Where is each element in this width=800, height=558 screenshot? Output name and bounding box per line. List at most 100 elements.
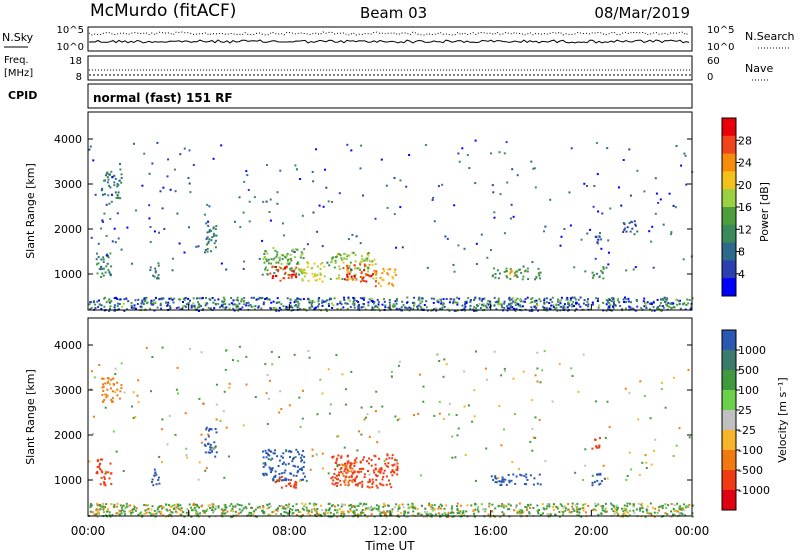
ground-scatter-pixel [672,507,675,510]
ground-scatter-pixel [660,309,663,312]
ground-scatter-pixel [611,297,614,300]
ground-scatter-pixel [190,306,193,309]
ground-scatter-pixel [453,298,456,301]
ground-scatter-pixel [213,510,216,513]
ground-scatter-pixel [219,306,221,309]
ground-scatter-pixel [171,515,173,518]
ground-scatter-pixel [123,513,126,516]
data-pixel [526,270,529,273]
ground-scatter-pixel [685,505,688,508]
ground-scatter-pixel [442,303,445,306]
data-pixel [337,474,340,477]
ground-scatter-pixel [117,302,119,305]
ground-scatter-pixel [666,513,669,516]
data-pixel [392,277,395,280]
ground-scatter-pixel [691,297,694,300]
scatter-pixel [104,470,107,473]
ground-scatter-pixel [411,506,414,509]
data-pixel [295,266,298,269]
data-pixel [347,481,350,484]
ground-scatter-pixel [313,307,316,310]
ground-scatter-pixel [612,297,615,300]
data-pixel [306,261,309,264]
scatter-pixel [108,202,111,205]
ground-scatter-pixel [596,300,599,302]
scatter-pixel [529,440,532,443]
ground-scatter-pixel [601,505,604,508]
ground-scatter-pixel [496,303,499,306]
data-pixel [342,475,345,477]
scatter-pixel [660,381,663,384]
scatter-pixel [503,232,506,235]
scatter-pixel [457,152,460,155]
data-pixel [594,438,596,441]
scatter-pixel [675,444,678,447]
ground-scatter-pixel [309,513,311,516]
scatter-pixel [630,468,633,471]
ground-scatter-pixel [563,305,566,308]
data-pixel [106,388,109,391]
data-pixel [350,479,353,482]
data-pixel [288,262,291,265]
data-pixel [355,457,358,460]
data-pixel [602,277,605,280]
scatter-pixel [638,473,641,476]
ground-scatter-pixel [401,503,404,506]
ground-scatter-pixel [313,507,316,510]
data-pixel [500,480,503,483]
ground-scatter-pixel [180,509,183,512]
ground-scatter-pixel [533,300,536,303]
data-pixel [370,275,372,278]
ground-scatter-pixel [150,301,153,304]
data-pixel [539,483,542,486]
ground-scatter-pixel [546,503,549,506]
ground-scatter-pixel [217,298,220,301]
ground-scatter-pixel [262,505,265,508]
ground-scatter-pixel [611,504,614,507]
ground-scatter-pixel [607,307,610,310]
scatter-pixel [161,346,164,349]
data-pixel [346,462,349,465]
ground-scatter-pixel [412,510,415,513]
ground-scatter-pixel [573,305,575,307]
ground-scatter-pixel [277,507,280,510]
scatter-pixel [680,164,683,167]
data-pixel [208,230,211,233]
data-pixel [278,480,281,482]
ground-scatter-pixel [286,512,289,515]
data-pixel [525,473,528,476]
ground-scatter-pixel [517,303,520,306]
scatter-pixel [246,174,249,177]
scatter-pixel [309,468,312,471]
scatter-pixel [595,142,598,145]
ground-scatter-pixel [150,508,153,511]
ground-scatter-pixel [480,503,483,506]
ground-scatter-pixel [328,502,331,505]
data-pixel [301,272,304,275]
ground-scatter-pixel [674,509,677,512]
ground-scatter-pixel [530,301,533,304]
data-pixel [285,254,288,257]
scatter-pixel [381,405,384,408]
scatter-pixel [114,241,117,244]
ground-scatter-pixel [534,306,536,309]
ground-scatter-pixel [143,504,146,506]
data-pixel [106,171,109,174]
data-pixel [304,475,306,478]
data-pixel [603,477,606,480]
ground-scatter-pixel [616,507,619,510]
ground-scatter-pixel [562,511,565,514]
data-pixel [157,262,160,265]
data-pixel [348,479,351,482]
ground-scatter-pixel [208,515,211,518]
scatter-pixel [530,399,533,402]
ground-scatter-pixel [592,508,595,511]
scatter-pixel [346,143,349,146]
scatter-pixel [202,402,205,405]
scatter-pixel [206,203,209,206]
ground-scatter-pixel [356,504,359,507]
data-pixel [287,462,290,465]
ground-scatter-pixel [158,505,161,508]
